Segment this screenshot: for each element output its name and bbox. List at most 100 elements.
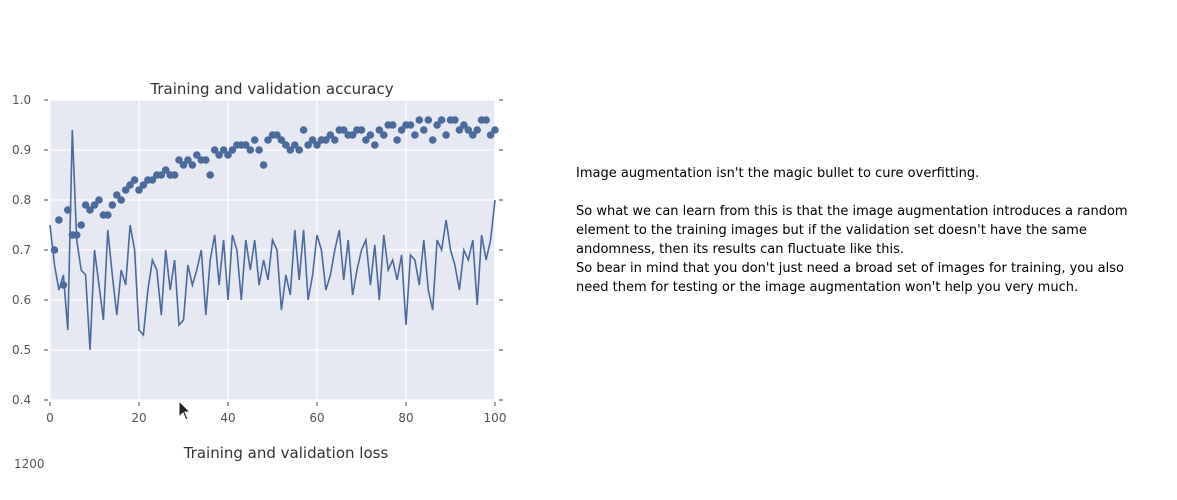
training-point xyxy=(299,126,308,134)
training-point xyxy=(437,116,446,124)
training-point xyxy=(451,116,459,124)
training-point xyxy=(55,216,63,224)
y-tick-label: 0.4 xyxy=(12,393,31,407)
y-axis: 0.4 0.5 0.6 0.7 0.8 0.9 1.0 xyxy=(12,93,503,407)
mouse-pointer-icon xyxy=(178,400,192,421)
note-line-1: Image augmentation isn't the magic bulle… xyxy=(576,166,980,181)
training-point xyxy=(406,121,415,129)
training-point xyxy=(313,141,321,149)
training-point xyxy=(282,141,290,149)
training-point xyxy=(113,191,121,199)
training-point xyxy=(219,146,228,154)
training-point xyxy=(339,126,348,134)
training-point xyxy=(348,131,357,139)
training-point xyxy=(473,126,482,134)
training-point xyxy=(455,126,464,134)
training-point xyxy=(161,166,170,174)
training-point xyxy=(64,206,72,214)
x-axis: 0 20 40 60 80 100 xyxy=(46,402,506,425)
training-point xyxy=(170,171,179,179)
training-point xyxy=(482,116,490,124)
training-point xyxy=(420,126,428,134)
training-point xyxy=(460,121,468,129)
training-point xyxy=(273,131,281,139)
training-point xyxy=(250,136,259,144)
training-point xyxy=(72,231,81,239)
training-point xyxy=(464,126,473,134)
training-point xyxy=(259,161,268,169)
training-point xyxy=(393,136,401,144)
x-tick-label: 80 xyxy=(398,411,413,425)
accuracy-chart: Training and validation accuracy 0.4 0.5 0… xyxy=(12,80,506,470)
training-point xyxy=(148,176,157,184)
training-point xyxy=(188,161,197,169)
y-tick-label: 1.0 xyxy=(12,93,31,107)
training-point xyxy=(246,146,255,154)
training-point xyxy=(433,121,441,129)
chart2-y-tick-label: 1200 xyxy=(14,457,45,470)
training-point xyxy=(117,196,125,204)
training-point xyxy=(291,141,299,149)
training-point xyxy=(135,186,143,194)
training-point xyxy=(371,141,379,149)
training-point xyxy=(224,151,232,159)
x-tick-label: 100 xyxy=(484,411,507,425)
training-point xyxy=(130,176,139,184)
training-point xyxy=(286,146,295,154)
training-point xyxy=(331,136,339,144)
training-point xyxy=(308,136,317,144)
note-line-2: So what we can learn from this is that t… xyxy=(576,204,1128,257)
training-point xyxy=(380,131,388,139)
training-point xyxy=(215,151,223,159)
training-point xyxy=(242,141,250,149)
training-point xyxy=(277,136,286,144)
grid-lines xyxy=(49,99,496,401)
training-point xyxy=(104,211,112,219)
chart-title: Training and validation accuracy xyxy=(149,80,393,98)
training-point xyxy=(357,126,366,134)
training-point xyxy=(121,186,130,194)
training-point xyxy=(179,161,188,169)
training-point xyxy=(411,131,419,139)
x-tick-label: 20 xyxy=(131,411,146,425)
training-point xyxy=(428,136,437,144)
x-tick-label: 40 xyxy=(220,411,235,425)
y-tick-label: 0.8 xyxy=(12,193,31,207)
training-point xyxy=(442,131,450,139)
series-layer xyxy=(49,116,499,351)
notes-panel: Image augmentation isn't the magic bulle… xyxy=(576,164,1146,297)
chart2-title: Training and validation loss xyxy=(183,444,389,462)
x-tick-label: 60 xyxy=(309,411,324,425)
training-point xyxy=(388,121,397,129)
training-point xyxy=(362,136,370,144)
training-point xyxy=(184,156,192,164)
training-point xyxy=(424,116,433,124)
training-point xyxy=(90,201,99,209)
training-point xyxy=(206,171,214,179)
training-point xyxy=(486,131,495,139)
training-point xyxy=(469,131,477,139)
y-tick-label: 0.5 xyxy=(12,343,31,357)
training-point xyxy=(304,141,312,149)
training-point xyxy=(491,126,499,134)
training-point xyxy=(255,146,263,154)
note-line-3: So bear in mind that you don't just need… xyxy=(576,261,1124,295)
training-point xyxy=(81,201,90,209)
training-point xyxy=(77,221,85,229)
training-point xyxy=(322,136,330,144)
training-point xyxy=(157,171,166,179)
x-tick-label: 0 xyxy=(46,411,54,425)
y-tick-label: 0.9 xyxy=(12,143,31,157)
training-point xyxy=(326,131,335,139)
training-point xyxy=(139,181,148,189)
validation-line xyxy=(49,129,496,351)
training-point xyxy=(264,136,272,144)
training-point xyxy=(95,196,103,204)
y-tick-label: 0.6 xyxy=(12,293,31,307)
training-point xyxy=(397,126,406,134)
training-point xyxy=(202,156,210,164)
training-point xyxy=(366,131,375,139)
training-point xyxy=(295,146,304,154)
training-point xyxy=(415,116,424,124)
training-point xyxy=(108,201,117,209)
